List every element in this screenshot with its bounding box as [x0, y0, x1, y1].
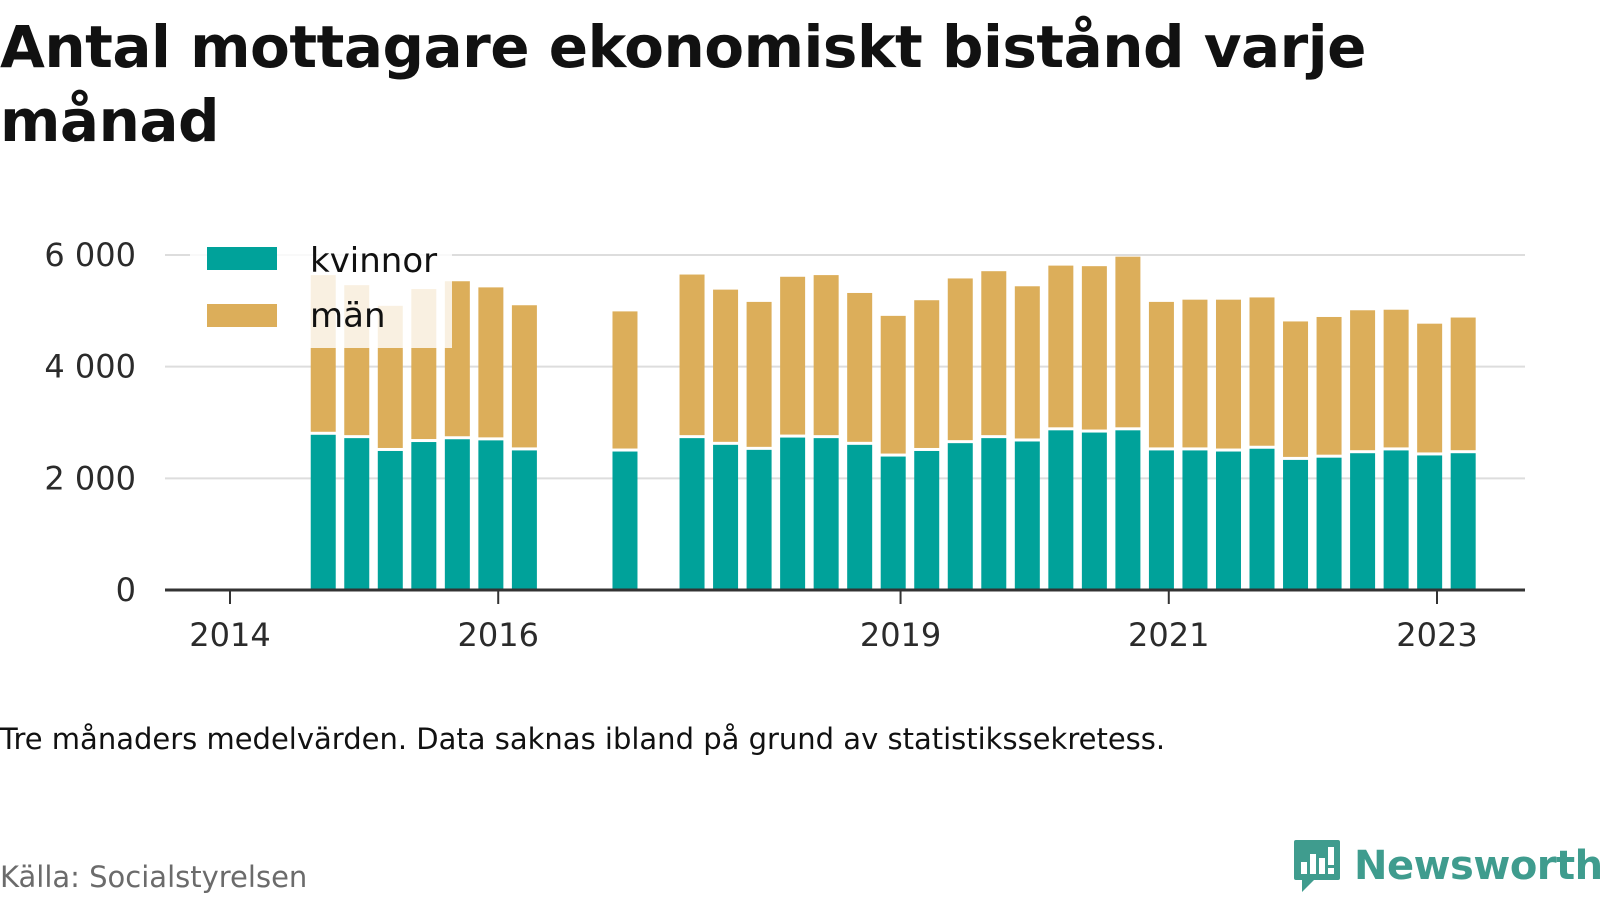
- source-credit: Källa: Socialstyrelsen: [0, 860, 308, 894]
- bar-kvinnor: [1081, 432, 1107, 590]
- bar-kvinnor: [1383, 450, 1409, 590]
- bar-man: [1350, 310, 1376, 451]
- bar-man: [1148, 301, 1174, 448]
- bar-kvinnor: [1316, 457, 1342, 590]
- bar-kvinnor: [880, 456, 906, 590]
- bar-man: [1283, 321, 1309, 457]
- bar-kvinnor: [679, 438, 705, 590]
- bar-man: [746, 301, 772, 447]
- x-tick-label: 2023: [1396, 616, 1477, 654]
- bar-man: [1383, 309, 1409, 448]
- bar-man: [612, 311, 638, 449]
- bar-man: [981, 271, 1007, 436]
- bar-man: [478, 287, 504, 438]
- bar-kvinnor: [1249, 448, 1275, 590]
- bar-man: [679, 274, 705, 436]
- x-tick-label: 2019: [860, 616, 941, 654]
- bar-man: [1316, 316, 1342, 455]
- bar-man: [511, 305, 537, 448]
- legend-label-man: män: [310, 296, 386, 336]
- bar-kvinnor: [1048, 430, 1074, 590]
- bar-man: [813, 275, 839, 436]
- bar-man: [1417, 323, 1443, 453]
- bar-man: [1215, 299, 1241, 449]
- bar-man: [1450, 317, 1476, 451]
- bar-man: [713, 289, 739, 442]
- bar-man: [1115, 256, 1141, 428]
- bar-kvinnor: [1350, 453, 1376, 590]
- brand-name: Newsworthy: [1354, 843, 1600, 889]
- y-tick-label: 0: [116, 571, 136, 609]
- bar-kvinnor: [1182, 450, 1208, 590]
- x-tick-label: 2016: [458, 616, 539, 654]
- bar-kvinnor: [746, 449, 772, 590]
- bar-kvinnor: [1148, 450, 1174, 590]
- bar-kvinnor: [1014, 441, 1040, 590]
- bar-kvinnor: [1417, 455, 1443, 590]
- legend-swatch-kvinnor: [207, 247, 277, 270]
- y-tick-label: 6 000: [44, 236, 136, 274]
- y-tick-label: 2 000: [44, 459, 136, 497]
- axis-layer: 0 2 000 4 000 6 000 2014 2016 2019 2021 2023: [44, 236, 1525, 654]
- legend: kvinnor män: [190, 230, 452, 348]
- bar-kvinnor: [344, 438, 370, 590]
- bar-kvinnor: [1450, 453, 1476, 590]
- bar-kvinnor: [1115, 430, 1141, 590]
- bar-kvinnor: [847, 444, 873, 590]
- bar-kvinnor: [914, 450, 940, 590]
- y-tick-label: 4 000: [44, 348, 136, 386]
- bar-kvinnor: [1215, 451, 1241, 590]
- chart-title: Antal mottagare ekonomiskt bistånd varje…: [0, 13, 1367, 155]
- bar-man: [1081, 266, 1107, 430]
- brand-logo: Newsworthy: [1292, 838, 1600, 894]
- x-tick-label: 2014: [189, 616, 270, 654]
- legend-label-kvinnor: kvinnor: [310, 241, 437, 281]
- bar-man: [1048, 265, 1074, 428]
- bar-man: [914, 300, 940, 448]
- bar-man: [780, 276, 806, 435]
- bar-man: [1249, 297, 1275, 446]
- bar-kvinnor: [612, 451, 638, 590]
- bar-kvinnor: [780, 437, 806, 590]
- bar-kvinnor: [713, 444, 739, 590]
- x-tick-label: 2021: [1128, 616, 1209, 654]
- bar-kvinnor: [377, 450, 403, 590]
- bar-man: [1014, 286, 1040, 439]
- bar-kvinnor: [478, 440, 504, 590]
- bar-kvinnor: [947, 443, 973, 590]
- bar-kvinnor: [310, 434, 336, 590]
- chart-note: Tre månaders medelvärden. Data saknas ib…: [0, 722, 1166, 756]
- bars-layer: [310, 256, 1476, 590]
- bar-kvinnor: [411, 442, 437, 590]
- bar-kvinnor: [511, 450, 537, 590]
- bar-kvinnor: [444, 439, 470, 590]
- bar-kvinnor: [1283, 459, 1309, 590]
- bar-man: [1182, 299, 1208, 448]
- bar-man: [947, 278, 973, 441]
- bar-kvinnor: [981, 438, 1007, 590]
- bar-kvinnor: [813, 438, 839, 590]
- bar-chart-speech-bubble-icon: [1294, 840, 1340, 892]
- bar-man: [847, 292, 873, 442]
- legend-swatch-man: [207, 304, 277, 327]
- bar-man: [880, 315, 906, 454]
